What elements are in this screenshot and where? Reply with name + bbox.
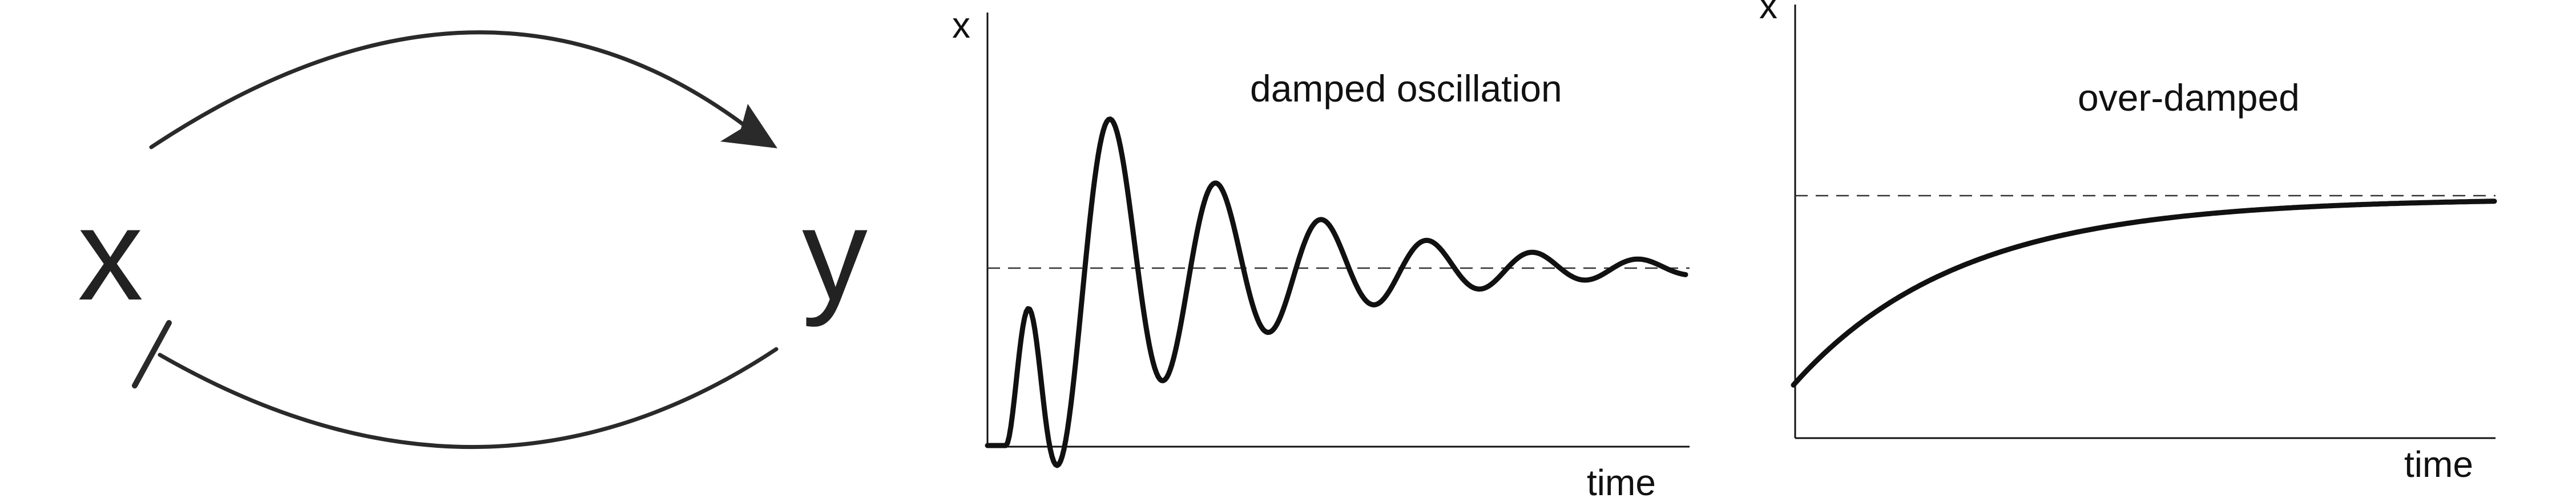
overdamped-x-axis-label: time xyxy=(2404,444,2473,485)
overdamped-y-axis-label: x xyxy=(1759,0,1777,26)
damped-y-axis-label: x xyxy=(952,5,970,46)
inhibition-arc xyxy=(158,347,779,450)
node-y-label: y xyxy=(802,181,868,327)
damped-panel-title: damped oscillation xyxy=(1250,67,1562,110)
activation-arc xyxy=(149,30,755,149)
feedback-loop-diagram: x y xyxy=(78,30,868,450)
overdamped-panel-title: over-damped xyxy=(2078,76,2300,119)
over-damped-panel: x time over-damped xyxy=(1759,0,2497,485)
damped-oscillation-panel: x time damped oscillation xyxy=(952,5,1690,502)
over-damped-curve xyxy=(1791,199,2497,388)
damped-oscillation-curve xyxy=(985,116,1688,468)
activation-arrowhead xyxy=(720,104,777,148)
damped-x-axis-label: time xyxy=(1587,462,1656,502)
inhibition-bar xyxy=(132,320,172,388)
node-x-label: x xyxy=(78,181,143,327)
